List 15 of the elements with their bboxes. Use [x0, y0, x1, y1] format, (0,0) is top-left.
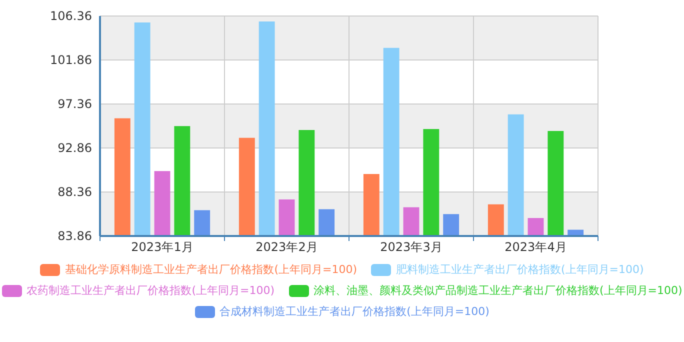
legend-label: 农药制造工业生产者出厂价格指数(上年同月=100) — [26, 283, 274, 298]
y-tick-label: 88.36 — [58, 185, 92, 199]
legend-label: 合成材料制造工业生产者出厂价格指数(上年同月=100) — [220, 304, 490, 319]
x-tick-label: 2023年4月 — [504, 240, 567, 254]
legend-label: 基础化学原料制造工业生产者出厂价格指数(上年同月=100) — [65, 262, 357, 277]
x-tick-label: 2023年3月 — [380, 240, 442, 254]
legend-label: 涂料、油墨、颜料及类似产品制造工业生产者出厂价格指数(上年同月=100) — [314, 283, 682, 298]
y-tick-label: 97.36 — [58, 97, 92, 111]
y-tick-label: 92.86 — [58, 141, 92, 155]
y-tick-label: 106.36 — [50, 9, 92, 23]
x-tick-label: 2023年2月 — [256, 240, 318, 254]
y-tick-label: 83.86 — [58, 229, 92, 243]
x-tick-label: 2023年1月 — [131, 240, 194, 254]
y-tick-label: 101.86 — [50, 53, 92, 67]
legend-label: 肥料制造工业生产者出厂价格指数(上年同月=100) — [396, 262, 644, 277]
